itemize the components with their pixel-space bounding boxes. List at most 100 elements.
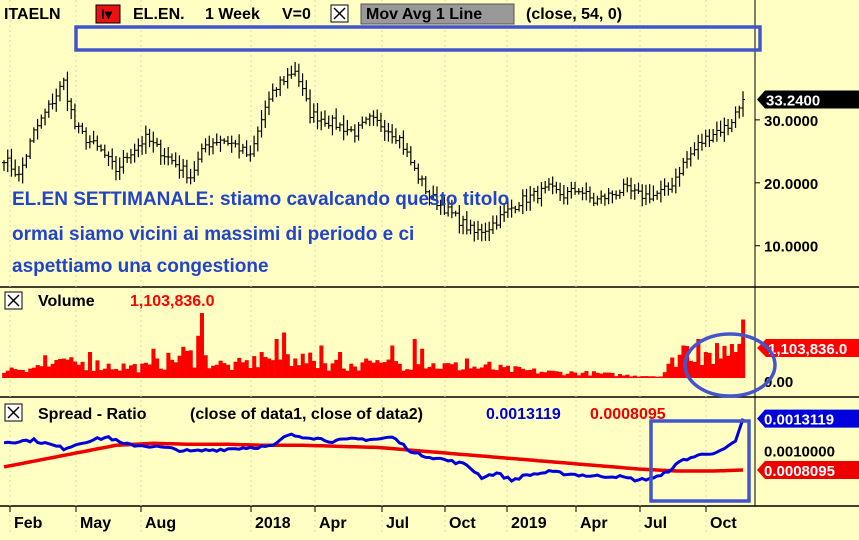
price-bar [386, 122, 391, 142]
volume-bar [319, 345, 324, 378]
price-bar [602, 193, 607, 206]
price-bar [84, 127, 89, 150]
price-bar [304, 80, 309, 102]
price-bar [573, 181, 578, 195]
time-axis-label: Aug [145, 515, 176, 532]
price-bar [207, 135, 212, 156]
price-bar [733, 106, 738, 128]
volume-bar [621, 375, 626, 378]
instrument-name: EL.EN. [133, 6, 185, 23]
interval-label: 1 Week [205, 6, 260, 23]
volume-bar [647, 376, 652, 378]
price-bar [703, 129, 708, 147]
study-close-icon[interactable] [330, 4, 349, 23]
spread-last-value-tag: 0.0013119 [757, 409, 859, 429]
volume-bar [588, 375, 593, 378]
volume-bar [483, 364, 488, 378]
volume-bar [143, 362, 148, 378]
time-axis-label: Feb [14, 515, 43, 532]
price-last-value-tag: 33.2400 [757, 90, 859, 109]
price-bar [151, 131, 156, 153]
price-bar [263, 100, 268, 128]
volume-bar [427, 366, 432, 378]
volume-bar [296, 365, 302, 378]
price-bar [629, 177, 634, 200]
period-button[interactable]: I▾ [95, 4, 121, 24]
volume-bar [147, 364, 152, 378]
price-bar [28, 138, 33, 159]
price-bar [666, 182, 671, 196]
price-bar [632, 184, 637, 200]
time-axis-label: Oct [710, 515, 737, 532]
price-bar [531, 187, 536, 202]
price-bar [244, 140, 249, 157]
volume-bar [408, 369, 413, 378]
volume-bar [263, 356, 268, 378]
volume-bar [554, 371, 559, 378]
price-bar [211, 138, 216, 155]
price-bar [640, 184, 645, 207]
volume-bar [58, 358, 63, 378]
price-bar [699, 133, 704, 151]
spread-params: (close of data1, close of data2) [190, 406, 423, 423]
volume-bar [580, 372, 585, 378]
volume-bar [244, 360, 249, 378]
spread-title-value-1: 0.0013119 [486, 406, 561, 423]
volume-close-icon[interactable] [4, 291, 23, 310]
spread-title: Spread - Ratio [38, 406, 147, 423]
study-button[interactable]: Mov Avg 1 Line [360, 3, 515, 25]
price-bar [696, 134, 701, 160]
volume-bar [610, 372, 615, 378]
price-bar [229, 135, 234, 153]
time-axis-label: Oct [449, 515, 476, 532]
price-bar [259, 110, 264, 138]
volume-bar [539, 371, 544, 378]
volume-bar [576, 375, 581, 378]
price-bar [681, 157, 686, 176]
price-bar [423, 176, 428, 195]
annotation-text: EL.EN SETTIMANALE: stiamo cavalcando que… [12, 189, 509, 277]
price-bar [591, 192, 596, 207]
volume-bar [106, 363, 111, 378]
price-bar [181, 159, 186, 178]
price-bar [561, 185, 566, 205]
price-bar [587, 186, 592, 203]
volume-bar [80, 361, 85, 378]
volume-bar [558, 371, 563, 378]
volume-bar [420, 348, 425, 378]
price-bars [2, 61, 745, 242]
volume-bar [35, 365, 40, 378]
volume-bar [431, 363, 436, 378]
volume-bar [491, 369, 496, 378]
price-bar [196, 151, 201, 176]
volume-bar [700, 365, 705, 378]
price-bar [311, 103, 316, 123]
volume-bar [741, 319, 746, 378]
volume-bar [379, 362, 384, 378]
price-bar [401, 130, 406, 155]
spread-title-value-2: 0.0008095 [590, 406, 666, 423]
price-bar [356, 122, 361, 141]
volume-bar [729, 343, 734, 378]
volume-bar [711, 363, 716, 378]
price-bar [173, 152, 178, 168]
volume-bar [412, 339, 417, 378]
price-bar [24, 154, 29, 169]
ratio-last-value-tag: 0.0008095 [757, 461, 859, 480]
price-bar [76, 122, 81, 134]
volume-bar [289, 366, 294, 378]
volume-bar [707, 352, 712, 378]
price-bar [128, 148, 133, 164]
price-bar [509, 199, 514, 218]
price-axis-tick-label: 10.0000 [764, 239, 818, 256]
volume-bar [659, 376, 664, 378]
price-bar [554, 181, 559, 194]
volume-last-value: 1,103,836.0 [768, 341, 847, 358]
volume-bar [464, 358, 469, 378]
volume-bar [13, 369, 18, 378]
price-bar [158, 139, 163, 165]
spread-close-icon[interactable] [4, 403, 23, 422]
volume-bar [241, 362, 246, 378]
volume-bar [192, 367, 197, 378]
volume-bar [513, 366, 518, 378]
